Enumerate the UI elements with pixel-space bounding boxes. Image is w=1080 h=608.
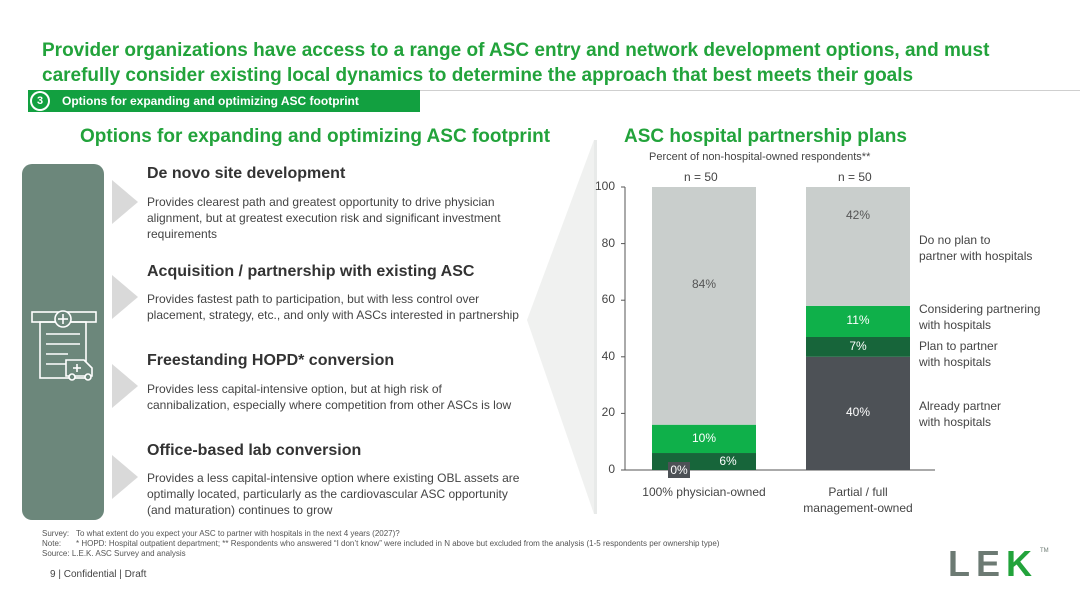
- chart-subtitle: Percent of non-hospital-owned respondent…: [649, 151, 871, 163]
- slide-title: Provider organizations have access to a …: [42, 40, 990, 86]
- y-tick-label: 60: [601, 292, 615, 307]
- data-label: 42%: [845, 208, 871, 223]
- n-label: n = 50: [838, 170, 872, 184]
- bar-segment: [652, 187, 756, 425]
- confidential-label: | Confidential | Draft: [58, 569, 147, 580]
- legend-item-no-plan: Do no plan to partner with hospitals: [919, 232, 1032, 264]
- y-tick-label: 80: [601, 235, 615, 250]
- source-key: Source:: [42, 549, 70, 558]
- funnel-edge: [594, 140, 597, 514]
- bar-segment: [806, 305, 910, 337]
- legend-line: with hospitals: [919, 415, 992, 429]
- legend-item-considering: Considering partnering with hospitals: [919, 301, 1040, 333]
- y-tick-label: 0: [608, 462, 615, 476]
- left-panel: [22, 164, 104, 520]
- lek-logo: LEK: [948, 543, 1038, 585]
- data-label: 84%: [691, 277, 717, 292]
- section-number: 3: [32, 93, 48, 109]
- data-label: 11%: [846, 313, 870, 328]
- survey-key: Survey:: [42, 529, 70, 538]
- bar-segment: [806, 336, 910, 357]
- survey-text: To what extent do you expect your ASC to…: [76, 529, 400, 538]
- y-tick-label: 40: [601, 348, 615, 363]
- page-footer: 9 | Confidential | Draft: [50, 569, 146, 580]
- option-desc-obl: Provides a less capital-intensive option…: [147, 471, 520, 517]
- option-arrow-4: [112, 455, 138, 499]
- data-label: 7%: [849, 338, 867, 353]
- n-label: n = 50: [684, 170, 718, 184]
- bar-segment: [652, 424, 756, 454]
- bar-segment: [806, 356, 910, 470]
- bar-segment: [806, 187, 910, 306]
- note-key: Note:: [42, 539, 62, 548]
- left-heading: Options for expanding and optimizing ASC…: [80, 126, 551, 147]
- data-label: 0%: [668, 462, 690, 478]
- legend-line: Do no plan to: [919, 233, 991, 247]
- legend-item-already: Already partner with hospitals: [919, 398, 1001, 430]
- option-title-hopd: Freestanding HOPD* conversion: [147, 352, 395, 369]
- x-tick-label: 100% physician-owned: [642, 485, 766, 499]
- funnel-connector: [527, 140, 594, 514]
- header-rule: [420, 90, 1080, 91]
- note-text: * HOPD: Hospital outpatient department; …: [76, 539, 720, 548]
- section-label: Options for expanding and optimizing ASC…: [62, 94, 359, 108]
- legend-line: with hospitals: [919, 355, 992, 369]
- data-label: 10%: [691, 430, 717, 445]
- legend-item-plan: Plan to partner with hospitals: [919, 338, 998, 370]
- option-desc-de-novo: Provides clearest path and greatest oppo…: [147, 195, 501, 241]
- logo-trademark: TM: [1040, 548, 1049, 554]
- section-bar: [28, 90, 420, 112]
- legend-line: with hospitals: [919, 318, 992, 332]
- chart-title: ASC hospital partnership plans: [624, 126, 907, 147]
- legend-line: Plan to partner: [919, 339, 998, 353]
- option-title-de-novo: De novo site development: [147, 165, 346, 182]
- x-tick-label: Partial / full management-owned: [803, 485, 913, 515]
- legend-line: Already partner: [919, 399, 1002, 413]
- option-arrow-1: [112, 180, 138, 224]
- option-arrow-2: [112, 275, 138, 319]
- hospital-ambulance-icon: [26, 304, 100, 389]
- y-tick-label: 20: [601, 405, 615, 420]
- page-number: 9: [50, 569, 56, 580]
- data-label: 40%: [845, 405, 871, 420]
- option-arrow-3: [112, 364, 138, 408]
- y-tick-label: 100: [594, 179, 615, 193]
- option-desc-hopd: Provides less capital-intensive option, …: [147, 382, 512, 412]
- data-label: 6%: [719, 453, 737, 468]
- legend-line: Considering partnering: [919, 302, 1041, 316]
- source-text: L.E.K. ASC Survey and analysis: [71, 549, 186, 558]
- logo-text: LE: [948, 543, 1007, 584]
- option-title-acquisition: Acquisition / partnership with existing …: [147, 263, 475, 280]
- option-title-obl: Office-based lab conversion: [147, 442, 362, 459]
- footnotes: Survey: To what extent do you expect your…: [42, 529, 719, 559]
- legend-line: partner with hospitals: [919, 249, 1033, 263]
- option-desc-acquisition: Provides fastest path to participation, …: [147, 292, 519, 322]
- logo-k: K: [1006, 543, 1039, 584]
